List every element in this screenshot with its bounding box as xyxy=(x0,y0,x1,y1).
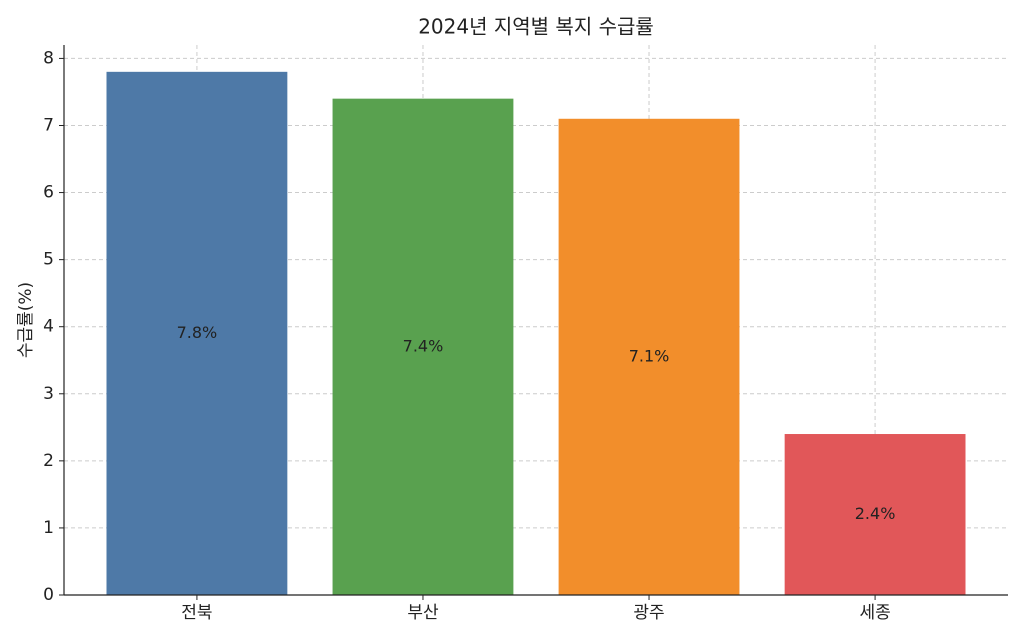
chart-title: 2024년 지역별 복지 수급률 xyxy=(418,15,654,39)
bar xyxy=(558,118,740,595)
y-tick-label: 8 xyxy=(43,48,54,68)
y-tick-label: 0 xyxy=(43,585,54,605)
y-tick-label: 2 xyxy=(43,451,54,471)
bar xyxy=(332,98,514,595)
y-tick-label: 5 xyxy=(43,250,54,270)
y-tick-label: 3 xyxy=(43,384,54,404)
value-label: 7.1% xyxy=(629,346,670,365)
y-tick-label: 7 xyxy=(43,115,54,135)
bar xyxy=(106,71,288,595)
bar xyxy=(784,434,966,595)
y-tick-label: 4 xyxy=(43,317,54,337)
y-axis-label: 수급률(%) xyxy=(16,282,36,358)
value-label: 7.4% xyxy=(403,336,444,355)
x-tick-label: 광주 xyxy=(633,603,664,623)
x-tick-label: 세종 xyxy=(859,603,890,623)
value-label: 2.4% xyxy=(855,504,896,523)
y-tick-label: 1 xyxy=(43,518,54,538)
x-tick-label: 부산 xyxy=(407,603,439,623)
value-label: 7.8% xyxy=(177,323,218,342)
y-tick-label: 6 xyxy=(43,183,54,203)
x-tick-label: 전북 xyxy=(181,603,212,623)
